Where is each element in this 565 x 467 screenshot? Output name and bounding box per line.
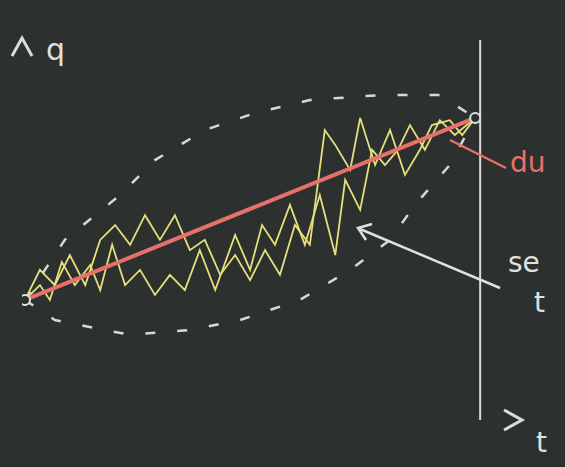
svg-text:se: se (508, 246, 540, 279)
svg-text:du: du (510, 146, 546, 179)
svg-text:q: q (46, 32, 65, 67)
svg-text:t: t (534, 286, 545, 319)
svg-text:t: t (536, 426, 547, 459)
